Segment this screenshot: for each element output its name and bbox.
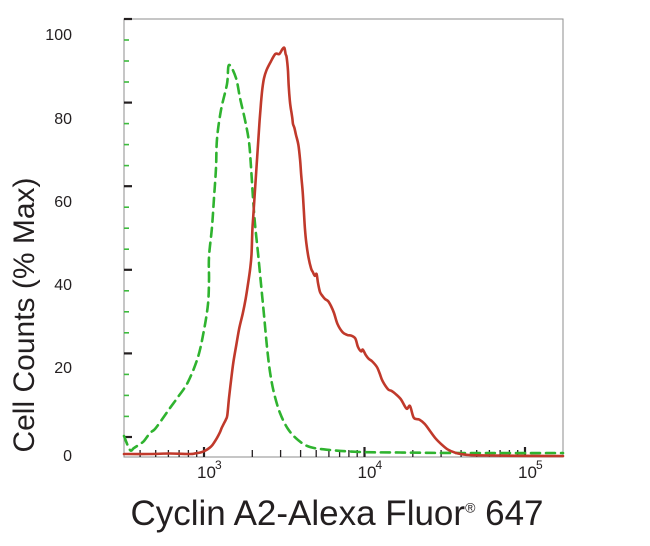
svg-text:10: 10 xyxy=(518,463,537,482)
svg-text:5: 5 xyxy=(536,458,543,472)
svg-text:10: 10 xyxy=(358,463,377,482)
svg-text:10: 10 xyxy=(197,463,216,482)
svg-text:3: 3 xyxy=(215,458,222,472)
svg-text:4: 4 xyxy=(376,458,383,472)
